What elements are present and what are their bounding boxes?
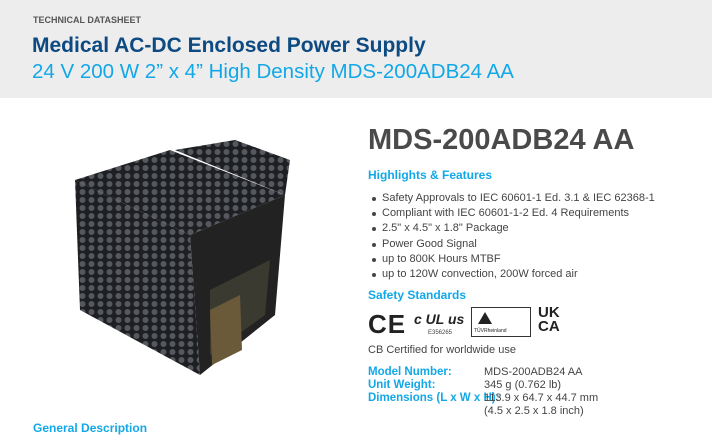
- highlights-heading: Highlights & Features: [368, 168, 493, 182]
- safety-heading: Safety Standards: [368, 288, 467, 302]
- ukca-mark-icon: UK CA: [538, 304, 560, 335]
- doc-title: Medical AC-DC Enclosed Power Supply: [32, 34, 426, 57]
- list-item: up to 120W convection, 200W forced air: [370, 268, 655, 283]
- doc-subtitle: 24 V 200 W 2” x 4” High Density MDS-200A…: [32, 60, 514, 83]
- list-item: Compliant with IEC 60601-1-2 Ed. 4 Requi…: [370, 207, 655, 222]
- list-item: Safety Approvals to IEC 60601-1 Ed. 3.1 …: [370, 192, 655, 207]
- spec-value: 113.9 x 64.7 x 44.7 mm: [484, 392, 599, 404]
- ce-mark-icon: CE: [368, 309, 407, 339]
- spec-table: Model Number: MDS-200ADB24 AA Unit Weight…: [368, 366, 598, 418]
- list-item: 2.5" x 4.5" x 1.8" Package: [370, 222, 655, 237]
- spec-row: Unit Weight: 345 g (0.762 lb): [368, 379, 598, 392]
- part-number: MDS-200ADB24 AA: [368, 124, 635, 156]
- tuv-label: TÜVRheinland: [474, 328, 507, 334]
- doc-kicker: TECHNICAL DATASHEET: [33, 15, 141, 25]
- highlights-list: Safety Approvals to IEC 60601-1 Ed. 3.1 …: [370, 192, 655, 283]
- spec-value: (4.5 x 2.5 x 1.8 inch): [484, 405, 584, 417]
- header-band: [0, 0, 712, 98]
- spec-label: Model Number:: [368, 366, 452, 378]
- list-item: Power Good Signal: [370, 238, 655, 253]
- spec-row: (4.5 x 2.5 x 1.8 inch): [368, 405, 598, 418]
- spec-value: 345 g (0.762 lb): [484, 379, 562, 391]
- spec-label: Dimensions (L x W x H):: [368, 392, 500, 404]
- ul-mark-icon: c UL us: [414, 311, 465, 327]
- spec-row: Model Number: MDS-200ADB24 AA: [368, 366, 598, 379]
- cb-certified-text: CB Certified for worldwide use: [368, 344, 516, 356]
- ukca-top: UK: [538, 304, 560, 321]
- tuv-mark-icon: TÜVRheinland: [471, 307, 531, 337]
- list-item: up to 800K Hours MTBF: [370, 253, 655, 268]
- general-description-heading: General Description: [33, 421, 148, 435]
- ukca-bottom: CA: [538, 318, 560, 335]
- power-supply-photo-icon: [75, 140, 290, 375]
- spec-label: Unit Weight:: [368, 379, 436, 391]
- certification-logos: CE c UL us E356265 TÜVRheinland UK CA: [366, 305, 566, 345]
- spec-value: MDS-200ADB24 AA: [484, 366, 583, 378]
- ul-file-number: E356265: [428, 330, 453, 336]
- spec-row: Dimensions (L x W x H): 113.9 x 64.7 x 44…: [368, 392, 598, 405]
